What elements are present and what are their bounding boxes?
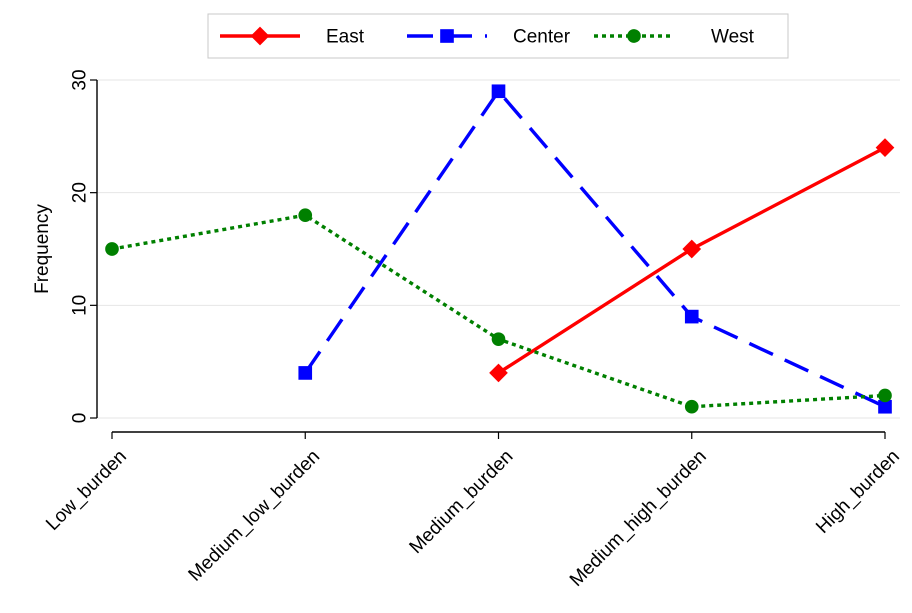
legend-label: East bbox=[326, 27, 365, 48]
series-line bbox=[303, 88, 886, 409]
legend-item-east: East bbox=[220, 26, 365, 48]
series-east bbox=[489, 138, 895, 383]
data-point-circle bbox=[627, 29, 641, 43]
data-point-square bbox=[491, 84, 506, 99]
data-point-circle bbox=[298, 208, 313, 223]
x-tick-label: Medium_high_burden bbox=[566, 446, 711, 591]
y-tick-label: 30 bbox=[70, 69, 91, 90]
y-axis-title: Frequency bbox=[32, 204, 53, 294]
data-point-circle bbox=[878, 388, 892, 403]
data-point-circle bbox=[684, 399, 699, 414]
series-layer bbox=[105, 84, 895, 414]
data-point-circle bbox=[105, 242, 119, 256]
series-west bbox=[105, 208, 892, 414]
series-center bbox=[298, 84, 892, 414]
legend-item-west: West bbox=[594, 27, 755, 48]
data-point-diamond bbox=[875, 138, 895, 157]
x-tick-label: High_burden bbox=[812, 446, 904, 538]
y-tick-label: 0 bbox=[70, 413, 91, 424]
y-tick-label: 20 bbox=[70, 182, 91, 203]
legend: East Center West bbox=[207, 13, 789, 59]
grid-layer bbox=[97, 79, 900, 419]
data-point-diamond bbox=[250, 26, 270, 46]
data-point-diamond bbox=[489, 363, 508, 383]
data-point-square bbox=[298, 366, 313, 380]
legend-item-center: Center bbox=[407, 27, 571, 48]
y-tick-label: 10 bbox=[70, 295, 91, 316]
series-line bbox=[497, 146, 886, 375]
x-tick-label: Low_burden bbox=[42, 446, 131, 535]
data-point-circle bbox=[491, 332, 506, 346]
legend-label: West bbox=[711, 27, 755, 48]
x-tick-label: Medium_burden bbox=[405, 446, 517, 558]
x-tick-label: Medium_low_burden bbox=[185, 446, 325, 586]
legend-label: Center bbox=[513, 27, 571, 48]
data-point-square bbox=[684, 309, 699, 324]
legend-box bbox=[207, 13, 789, 59]
data-point-square bbox=[440, 29, 454, 43]
data-point-square bbox=[878, 399, 892, 414]
data-point-diamond bbox=[682, 239, 702, 259]
axes: 0 10 20 30 Low_burden Medium_low_burden Medium… bbox=[42, 69, 904, 590]
